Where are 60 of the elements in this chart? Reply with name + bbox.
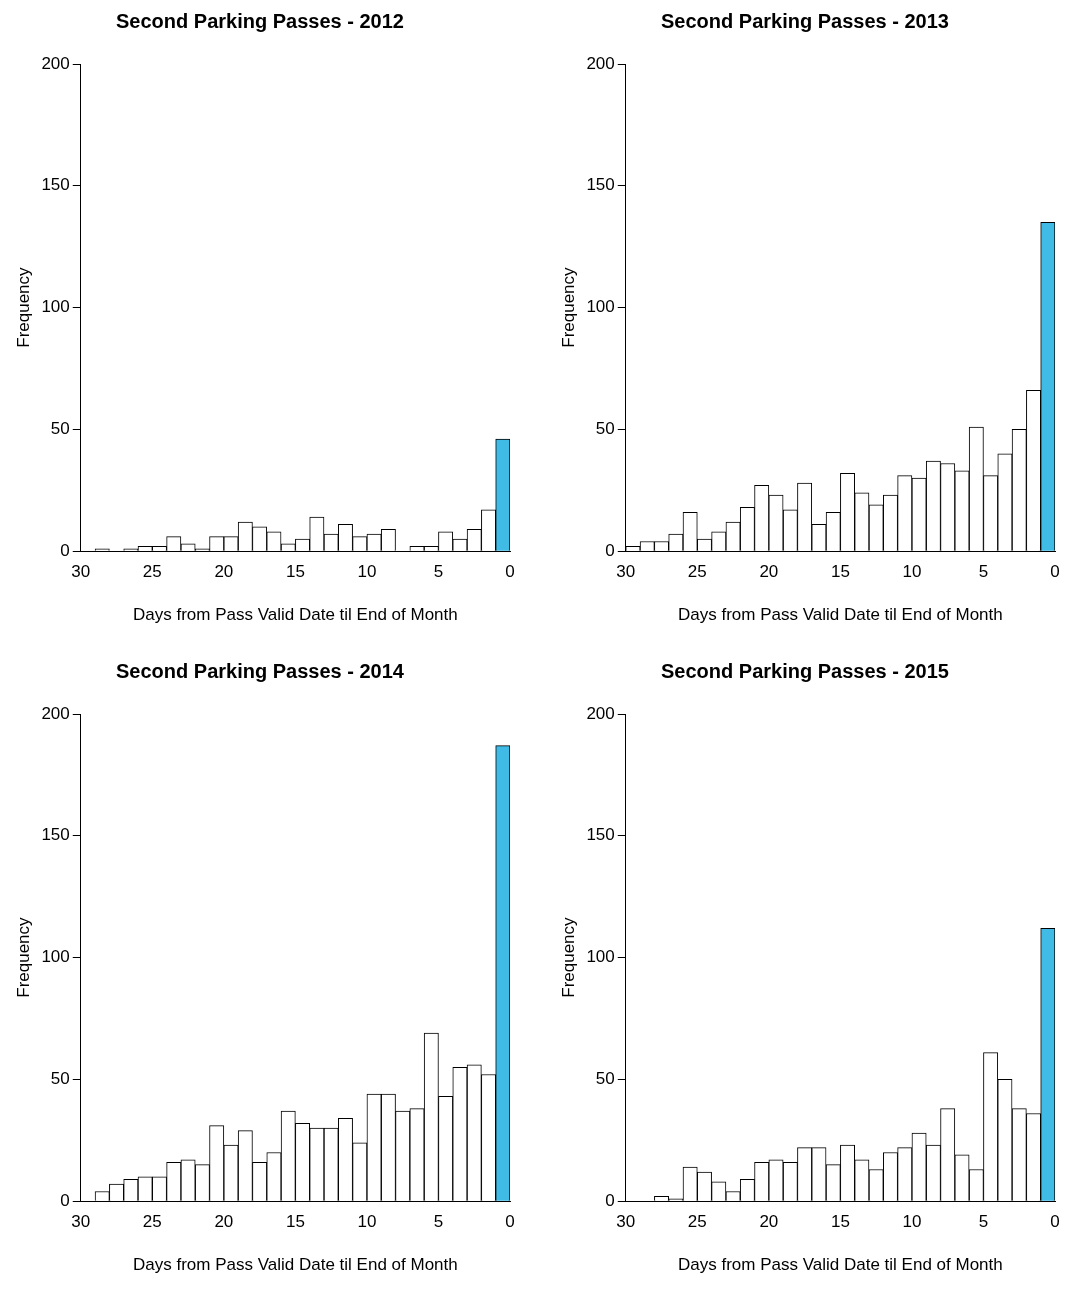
x-tick-label: 20: [214, 562, 234, 582]
y-axis-title: Frequency: [13, 916, 33, 998]
x-tick-label: 15: [285, 1212, 305, 1232]
y-tick-label: 0: [605, 1190, 615, 1210]
x-tick-label: 10: [902, 562, 922, 582]
y-tick-label: 50: [595, 1069, 615, 1089]
x-tick-label: 30: [71, 562, 91, 582]
y-tick-label: 100: [41, 947, 70, 967]
x-axis-title: Days from Pass Valid Date til End of Month: [133, 1255, 458, 1275]
x-tick-label: 5: [978, 1212, 989, 1232]
y-tick-label: 100: [41, 297, 70, 317]
chart-title: Second Parking Passes - 2015: [661, 659, 949, 682]
y-tick-label: 100: [586, 947, 615, 967]
x-tick-label: 0: [505, 562, 515, 582]
x-tick-label: 5: [433, 562, 444, 582]
chart-title: Second Parking Passes - 2013: [661, 9, 949, 32]
y-tick-label: 100: [586, 297, 615, 317]
x-axis-title: Days from Pass Valid Date til End of Month: [133, 605, 458, 625]
x-tick-label: 20: [214, 1212, 234, 1232]
y-tick-label: 50: [50, 419, 70, 439]
x-tick-label: 0: [505, 1212, 515, 1232]
y-tick-label: 0: [60, 540, 70, 560]
x-tick-label: 0: [1050, 1212, 1060, 1232]
x-tick-label: 15: [285, 562, 305, 582]
x-tick-label: 25: [687, 562, 707, 582]
x-tick-label: 25: [142, 562, 162, 582]
x-tick-label: 30: [71, 1212, 91, 1232]
y-tick-label: 150: [41, 175, 70, 195]
x-tick-label: 15: [830, 1212, 850, 1232]
y-tick-label: 50: [595, 419, 615, 439]
x-tick-label: 10: [357, 562, 377, 582]
chart-title: Second Parking Passes - 2014: [116, 659, 405, 682]
y-axis-title: Frequency: [13, 266, 33, 348]
x-tick-label: 15: [830, 562, 850, 582]
x-tick-label: 5: [978, 562, 989, 582]
y-tick-label: 150: [586, 825, 615, 845]
x-axis-title: Days from Pass Valid Date til End of Month: [678, 1255, 1003, 1275]
x-tick-label: 0: [1050, 562, 1060, 582]
y-tick-label: 0: [605, 540, 615, 560]
y-axis-title: Frequency: [558, 266, 578, 348]
x-tick-label: 20: [759, 1212, 779, 1232]
x-axis-title: Days from Pass Valid Date til End of Month: [678, 605, 1003, 625]
x-tick-label: 20: [759, 562, 779, 582]
y-tick-label: 200: [586, 53, 615, 73]
x-tick-label: 25: [142, 1212, 162, 1232]
x-tick-label: 10: [357, 1212, 377, 1232]
x-tick-label: 25: [687, 1212, 707, 1232]
x-tick-label: 5: [433, 1212, 444, 1232]
y-axis-title: Frequency: [558, 916, 578, 998]
y-tick-label: 150: [586, 175, 615, 195]
y-tick-label: 200: [41, 703, 70, 723]
y-tick-label: 150: [41, 825, 70, 845]
x-tick-label: 10: [902, 1212, 922, 1232]
y-tick-label: 50: [50, 1069, 70, 1089]
y-tick-label: 200: [41, 53, 70, 73]
y-tick-label: 0: [60, 1190, 70, 1210]
y-tick-label: 200: [586, 703, 615, 723]
chart-title: Second Parking Passes - 2012: [116, 9, 404, 32]
x-tick-label: 30: [616, 1212, 636, 1232]
x-tick-label: 30: [616, 562, 636, 582]
